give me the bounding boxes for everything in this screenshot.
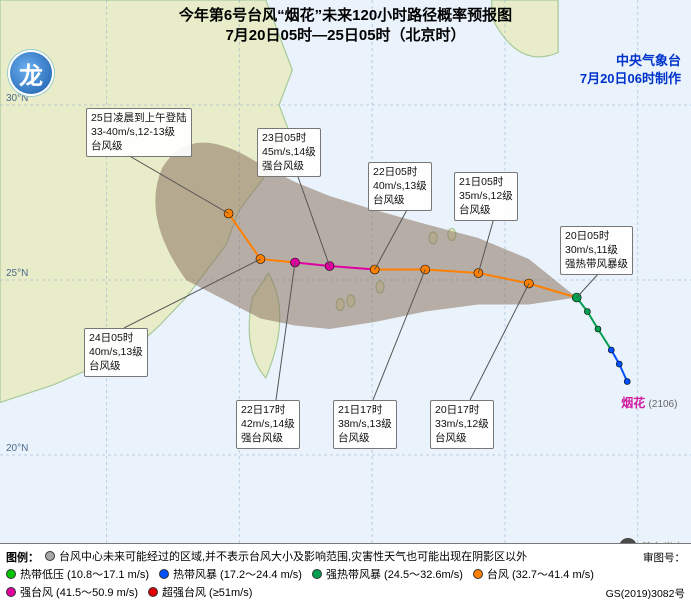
legend-item-ts: 热带风暴 (17.2～24.4 m/s): [159, 566, 302, 582]
legend-item-ty: 台风 (32.7～41.4 m/s): [473, 566, 594, 582]
legend-categories-row: 热带低压 (10.8～17.1 m/s) 热带风暴 (17.2～24.4 m/s)…: [6, 566, 685, 602]
callout-c5: 24日05时40m/s,13级台风级: [84, 328, 148, 377]
cone-swatch-icon: [45, 551, 55, 561]
legend-note: 台风中心未来可能经过的区域,并不表示台风大小及影响范围,灾害性天气也可能出现在阴…: [59, 548, 527, 564]
title-line1: 今年第6号台风“烟花”未来120小时路径概率预报图: [0, 4, 691, 25]
callout-c2: 22日05时40m/s,13级台风级: [368, 162, 432, 211]
figure-root: 115°E120°E125°E130°E135°E20°N25°N30°N 今年…: [0, 0, 691, 606]
source-line1: 中央气象台: [616, 50, 681, 69]
legend-footer-right: 审图号：: [643, 550, 685, 565]
legend-item-td: 热带低压 (10.8～17.1 m/s): [6, 566, 149, 582]
callout-c8: 20日17时33m/s,12级台风级: [430, 400, 494, 449]
callout-c3: 21日05时35m/s,12级台风级: [454, 172, 518, 221]
typhoon-name-label: 烟花 (2106): [621, 394, 677, 411]
callout-c6: 22日17时42m/s,14级强台风级: [236, 400, 300, 449]
legend-item-suty: 超强台风 (≥51m/s): [148, 584, 252, 600]
svg-text:25°N: 25°N: [6, 268, 28, 279]
legend-approval-no: GS(2019)3082号: [606, 586, 685, 601]
legend-header: 图例：: [6, 549, 39, 565]
callout-c7: 21日17时38m/s,13级台风级: [333, 400, 397, 449]
title-line2: 7月20日05时—25日05时（北京时）: [0, 24, 691, 45]
callout-c1: 23日05时45m/s,14级强台风级: [257, 128, 321, 177]
legend-panel: 图例： 台风中心未来可能经过的区域,并不表示台风大小及影响范围,灾害性天气也可能…: [0, 543, 691, 606]
source-line2: 7月20日06时制作: [580, 68, 681, 87]
svg-text:30°N: 30°N: [6, 93, 28, 104]
callout-c4: 20日05时30m/s,11级强热带风暴级: [560, 226, 633, 275]
legend-item-sty: 强台风 (41.5～50.9 m/s): [6, 584, 138, 600]
legend-item-sts: 强热带风暴 (24.5～32.6m/s): [312, 566, 463, 582]
map-canvas: 115°E120°E125°E130°E135°E20°N25°N30°N 今年…: [0, 0, 691, 560]
svg-text:20°N: 20°N: [6, 443, 28, 454]
cma-logo-icon: 龙: [10, 52, 52, 94]
callout-c0: 25日凌晨到上午登陆33-40m/s,12-13级台风级: [86, 108, 192, 157]
